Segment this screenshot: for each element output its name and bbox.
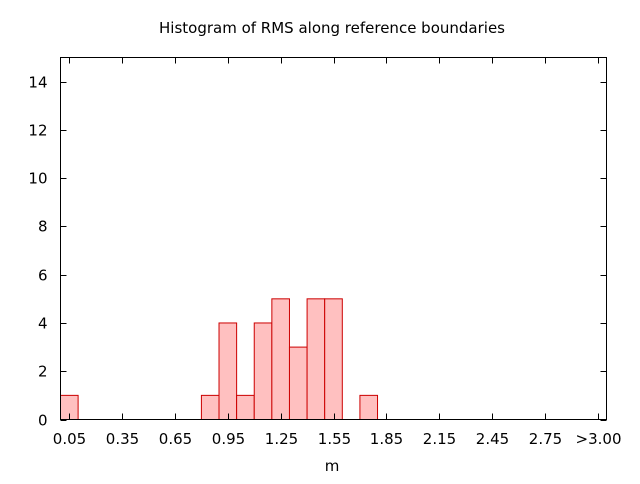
x-tick-label: 0.95 (212, 430, 245, 448)
x-tick-label: 0.65 (159, 430, 192, 448)
histogram-bar (200, 394, 220, 421)
bars-layer (60, 298, 379, 421)
histogram-bar (236, 394, 255, 421)
histogram-bar (253, 322, 273, 421)
y-tick-label: 4 (38, 315, 48, 333)
histogram-bar (271, 298, 290, 421)
x-tick-label: 1.25 (265, 430, 298, 448)
y-tick-label: 6 (38, 267, 48, 285)
histogram-bar (306, 298, 326, 421)
histogram-bar (288, 346, 308, 421)
x-tick-label: 2.45 (476, 430, 509, 448)
x-axis-label: m (325, 457, 340, 475)
ticks-layer (60, 57, 607, 421)
histogram-bar (359, 394, 379, 421)
x-tick-label: >3.00 (576, 430, 622, 448)
x-tick-label: 0.35 (106, 430, 139, 448)
y-tick-label: 0 (38, 412, 48, 430)
y-tick-labels: 0 2 4 6 8 10 12 14 (28, 74, 47, 430)
y-tick-label: 8 (38, 218, 48, 236)
x-tick-label: 0.05 (53, 430, 86, 448)
x-tick-label: 1.85 (370, 430, 403, 448)
plot-frame (60, 57, 607, 420)
y-tick-label: 10 (28, 170, 47, 188)
y-tick-label: 14 (28, 74, 47, 92)
x-tick-label: 2.15 (423, 430, 456, 448)
histogram-bar (218, 322, 238, 421)
histogram-bar (324, 298, 343, 421)
y-tick-label: 2 (38, 363, 48, 381)
x-tick-label: 2.75 (529, 430, 562, 448)
x-tick-labels: 0.05 0.35 0.65 0.95 1.25 1.55 1.85 2.15 2.45 2.75… (53, 430, 622, 448)
y-tick-label: 12 (28, 122, 47, 140)
chart-title: Histogram of RMS along reference boundar… (159, 19, 505, 37)
x-tick-label: 1.55 (318, 430, 351, 448)
